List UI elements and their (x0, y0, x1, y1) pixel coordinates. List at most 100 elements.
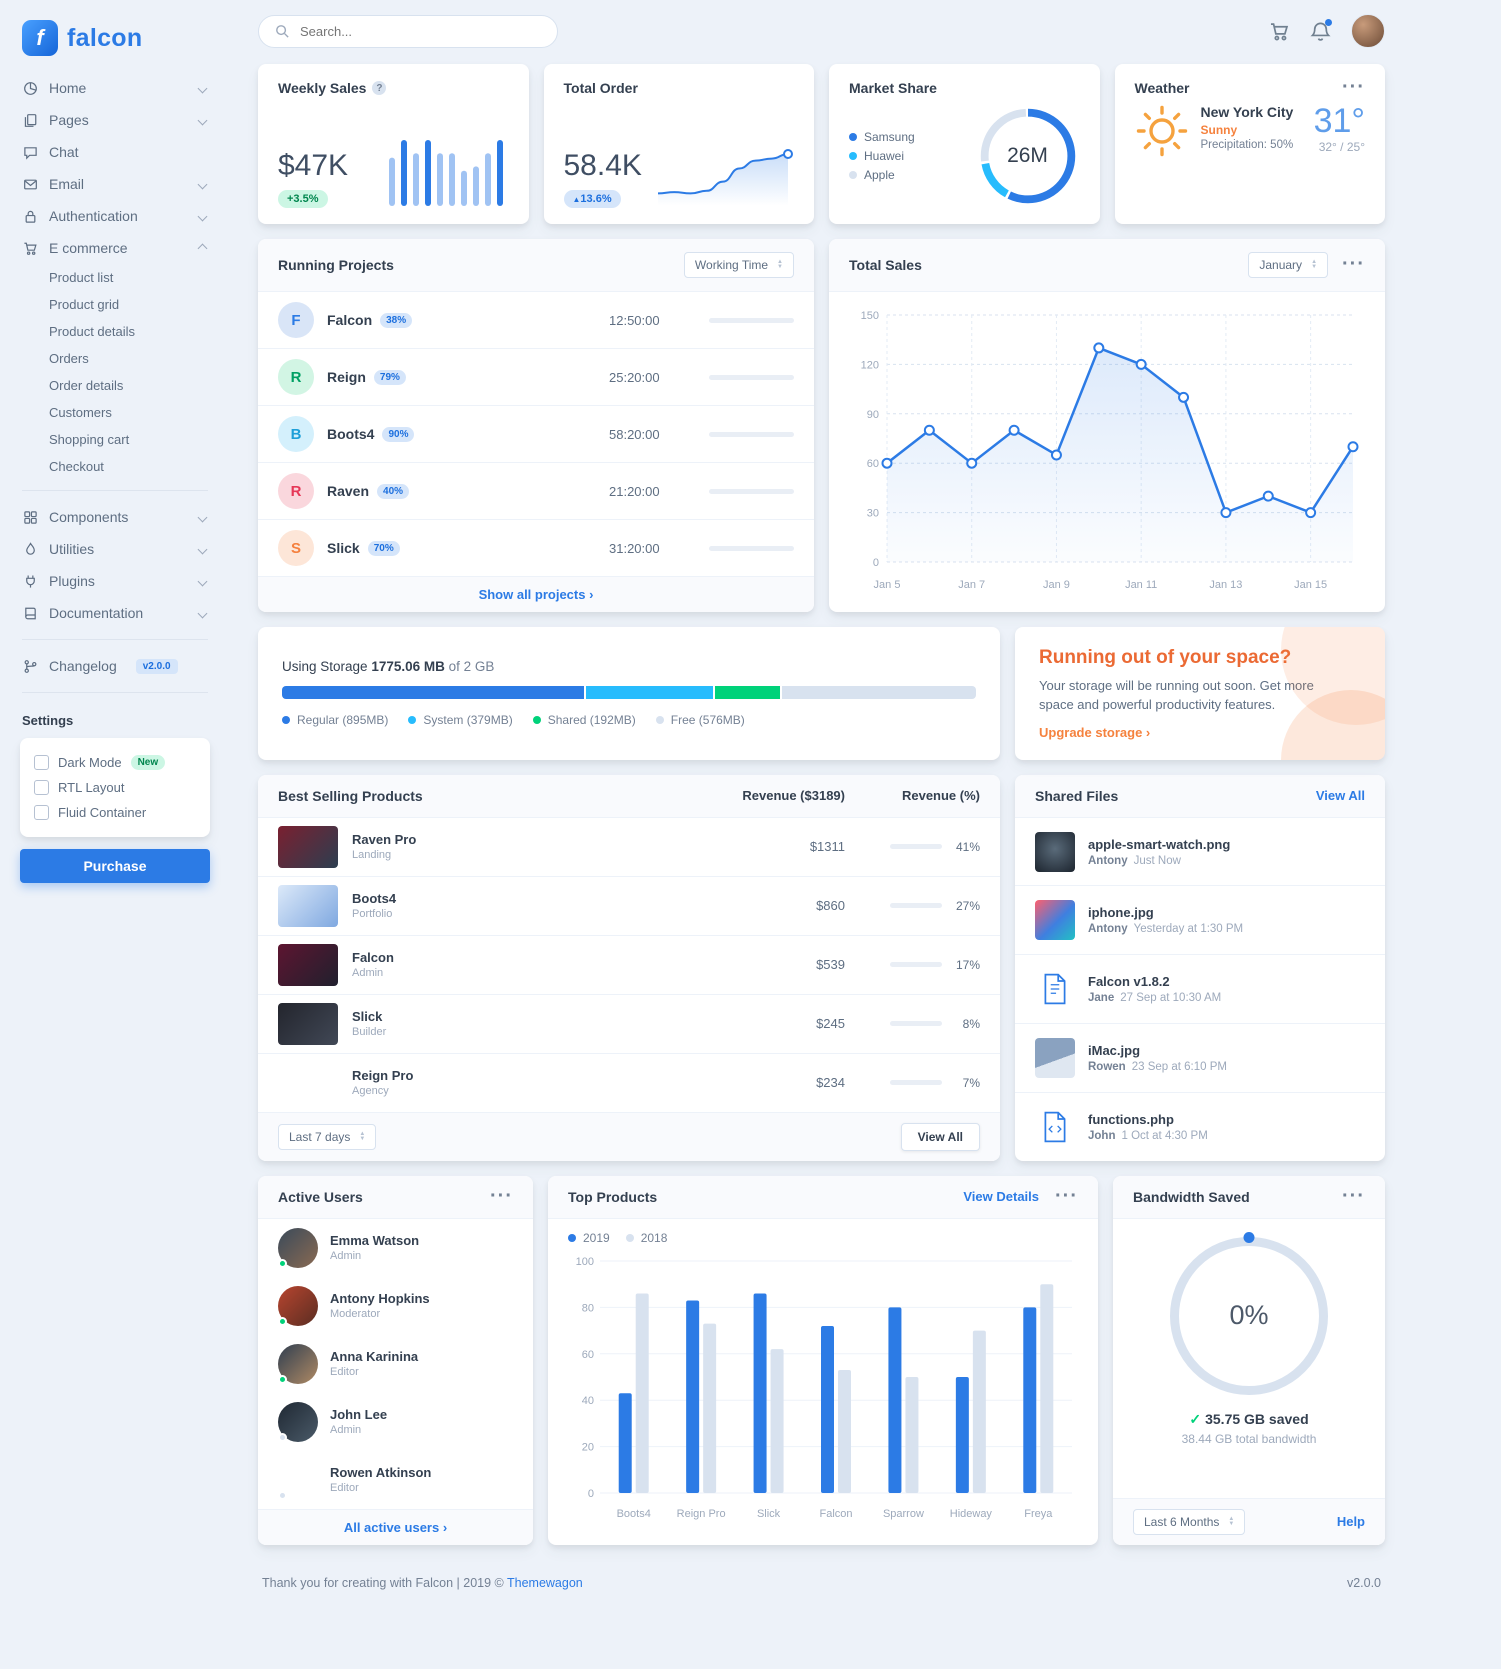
working-time-select[interactable]: Working Time (683, 252, 794, 278)
sidebar-item-label: Authentication (49, 208, 138, 224)
user-name[interactable]: John Lee (330, 1407, 388, 1423)
search-input[interactable] (298, 22, 541, 40)
project-name[interactable]: Slick (327, 540, 360, 556)
sidebar-item-order-details[interactable]: Order details (49, 378, 124, 393)
sidebar-item-label: Home (49, 80, 87, 96)
sidebar-item-documentation[interactable]: Documentation (10, 597, 220, 629)
legend-dot (568, 1233, 576, 1242)
file-name[interactable]: iphone.jpg (1088, 905, 1154, 921)
option-rtl-layout[interactable]: RTL Layout (34, 775, 196, 800)
file-time: 27 Sep at 10:30 AM (1120, 992, 1222, 1005)
file-row: functions.php John 1 Oct at 4:30 PM (1015, 1093, 1385, 1161)
project-name[interactable]: Boots4 (327, 426, 375, 442)
sidebar-item-product-grid[interactable]: Product grid (49, 297, 120, 312)
card-menu-icon[interactable] (1342, 83, 1365, 93)
sidebar-item-utilities[interactable]: Utilities (10, 533, 220, 565)
file-row: apple-smart-watch.png Antony Just Now (1015, 818, 1385, 887)
fluid-checkbox[interactable] (34, 805, 49, 820)
sidebar-item-changelog[interactable]: Changelog v2.0.0 (10, 650, 220, 682)
file-row: iphone.jpg Antony Yesterday at 1:30 PM (1015, 886, 1385, 956)
project-name[interactable]: Reign (327, 369, 366, 385)
rtl-checkbox[interactable] (34, 780, 49, 795)
divider (22, 490, 208, 491)
project-name[interactable]: Falcon (327, 312, 373, 328)
option-fluid-container[interactable]: Fluid Container (34, 800, 196, 825)
file-name[interactable]: functions.php (1088, 1111, 1174, 1127)
product-name[interactable]: Raven Pro (352, 832, 417, 848)
user-name[interactable]: Antony Hopkins (330, 1291, 430, 1307)
card-menu-icon[interactable] (1342, 1192, 1365, 1202)
product-name[interactable]: Boots4 (352, 891, 397, 907)
sidebar-item-plugins[interactable]: Plugins (10, 565, 220, 597)
upgrade-storage-link[interactable]: Upgrade storage (1039, 725, 1361, 740)
cart-icon[interactable] (1269, 21, 1290, 42)
sidebar-item-chat[interactable]: Chat (10, 136, 220, 168)
project-name[interactable]: Raven (327, 483, 370, 499)
sidebar-item-checkout[interactable]: Checkout (49, 459, 104, 474)
view-all-files-link[interactable]: View All (1315, 788, 1365, 804)
chevron-up-icon (197, 243, 208, 253)
option-dark-mode[interactable]: Dark Mode New (34, 750, 196, 775)
user-name[interactable]: Rowen Atkinson (330, 1465, 432, 1481)
legend-label: Regular (895MB) (297, 713, 389, 728)
sidebar-item-pages[interactable]: Pages (10, 104, 220, 136)
sidebar-item-components[interactable]: Components (10, 501, 220, 533)
product-name[interactable]: Reign Pro (352, 1068, 414, 1084)
card-title: Shared Files (1035, 787, 1119, 804)
months-select[interactable]: Last 6 Months (1133, 1508, 1246, 1535)
themewagon-link[interactable]: Themewagon (507, 1575, 583, 1590)
market-share-total: 26M (1007, 144, 1048, 167)
sidebar-item-product-details[interactable]: Product details (49, 324, 135, 339)
brand[interactable]: f falcon (10, 10, 220, 72)
sidebar-item-home[interactable]: Home (10, 72, 220, 104)
sidebar-item-label: Utilities (49, 541, 95, 557)
search-box[interactable] (258, 14, 558, 48)
info-icon[interactable] (372, 81, 387, 95)
file-user: Rowen (1088, 1060, 1126, 1073)
user-avatar[interactable] (1351, 14, 1385, 48)
sidebar-item-product-list[interactable]: Product list (49, 270, 114, 285)
file-user: Antony (1088, 854, 1128, 867)
file-name[interactable]: iMac.jpg (1088, 1042, 1141, 1058)
revenue-bar (890, 1021, 942, 1027)
view-all-button[interactable]: View All (900, 1122, 980, 1151)
range-select[interactable]: Last 7 days (278, 1123, 377, 1150)
dark-mode-checkbox[interactable] (34, 755, 49, 770)
weather-temperature: 31° (1313, 102, 1365, 140)
product-name[interactable]: Slick (352, 1009, 383, 1025)
card-title: Running Projects (278, 257, 394, 273)
sidebar-item-orders[interactable]: Orders (49, 351, 89, 366)
file-name[interactable]: apple-smart-watch.png (1088, 836, 1231, 852)
user-name[interactable]: Anna Karinina (330, 1349, 419, 1365)
product-row: Falcon Admin $539 17% (258, 936, 1000, 995)
card-menu-icon[interactable] (490, 1192, 513, 1202)
sidebar-item-customers[interactable]: Customers (49, 405, 112, 420)
product-thumbnail (278, 1002, 338, 1045)
show-all-projects-link[interactable]: Show all projects (479, 587, 594, 602)
sidebar-item-label: Chat (49, 144, 79, 160)
product-revenue: $245 (816, 1016, 845, 1032)
sidebar-item-ecommerce[interactable]: E commerce (10, 232, 220, 264)
project-time: 58:20:00 (609, 426, 660, 442)
product-category: Admin (352, 967, 384, 980)
month-select[interactable]: January (1248, 252, 1329, 278)
bell-icon[interactable] (1310, 18, 1332, 42)
card-menu-icon[interactable] (1342, 260, 1365, 270)
project-row: F Falcon 38% 12:50:00 (258, 292, 814, 349)
help-link[interactable]: Help (1336, 1514, 1365, 1530)
project-avatar: S (278, 530, 314, 566)
purchase-button[interactable]: Purchase (20, 849, 210, 883)
all-active-users-link[interactable]: All active users (344, 1520, 447, 1535)
svg-text:Freya: Freya (1024, 1508, 1053, 1520)
file-name[interactable]: Falcon v1.8.2 (1088, 974, 1170, 990)
card-menu-icon[interactable] (1055, 1192, 1078, 1202)
product-name[interactable]: Falcon (352, 950, 394, 966)
sidebar-item-authentication[interactable]: Authentication (10, 200, 220, 232)
user-name[interactable]: Emma Watson (330, 1233, 420, 1249)
sidebar-item-shopping-cart[interactable]: Shopping cart (49, 432, 130, 447)
book-icon (22, 605, 38, 621)
sidebar-item-email[interactable]: Email (10, 168, 220, 200)
weekly-sales-badge: +3.5% (278, 190, 328, 208)
project-progress-badge: 79% (373, 369, 406, 385)
view-details-link[interactable]: View Details (963, 1189, 1040, 1205)
